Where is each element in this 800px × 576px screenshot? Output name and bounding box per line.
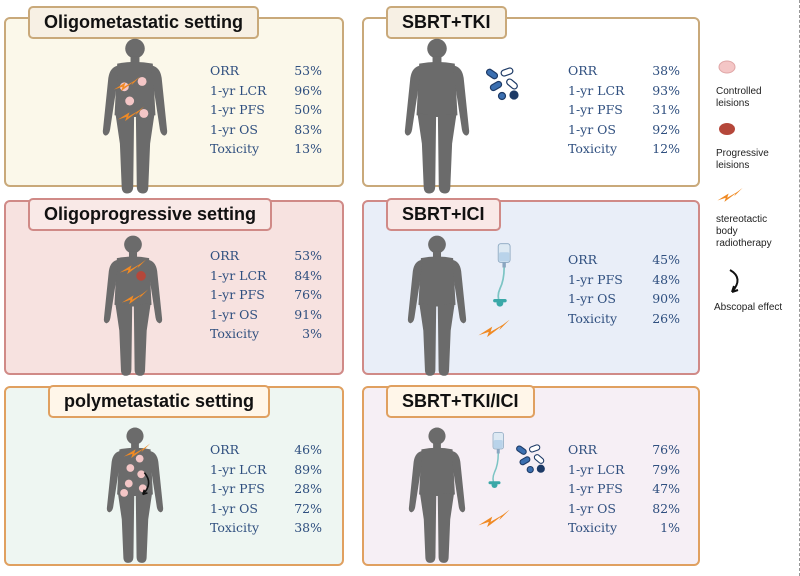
lightning-icon <box>112 75 142 97</box>
lesion-icon <box>120 489 128 497</box>
panel-polymetastatic: polymetastatic setting ORR 46% 1-yr LCR 89… <box>4 385 344 566</box>
lesion-icon <box>126 464 135 472</box>
stat-row: Toxicity 1% <box>568 520 680 535</box>
panel-title: SBRT+ICI <box>386 198 501 231</box>
pills-icon <box>514 444 550 474</box>
lesion-icon <box>125 96 135 106</box>
stat-row: 1-yr OS 92% <box>568 121 680 137</box>
stats-list: ORR 53% 1-yr LCR 96% 1-yr PFS 50% 1-yr OS 83… <box>210 63 322 161</box>
panel-oligometastatic: Oligometastatic setting ORR 53% 1-yr LCR 9… <box>4 6 344 187</box>
legend-progressive: Progressive leisions <box>716 148 769 171</box>
human-body-icon <box>392 37 482 197</box>
panel-oligoprogressive: Oligoprogressive setting ORR 53% 1-yr LCR… <box>4 198 344 375</box>
panel-sbrt-ici: SBRT+ICI ORR 45% 1-yr PFS 48% 1-yr OS 90% T… <box>362 198 700 375</box>
stat-row: Toxicity 3% <box>210 326 322 341</box>
stat-row: 1-yr OS 91% <box>210 306 322 322</box>
stats-list: ORR 45% 1-yr PFS 48% 1-yr OS 90% Toxicity 26… <box>568 252 680 330</box>
panel-title: SBRT+TKI/ICI <box>386 385 535 418</box>
human-body-icon <box>92 426 178 566</box>
stats-list: ORR 53% 1-yr LCR 84% 1-yr PFS 76% 1-yr OS 91… <box>210 248 322 346</box>
lightning-icon <box>120 288 150 310</box>
panel-title: polymetastatic setting <box>48 385 271 418</box>
stats-list: ORR 38% 1-yr LCR 93% 1-yr PFS 31% 1-yr OS 92… <box>568 63 680 161</box>
stat-row: ORR 53% <box>210 63 322 78</box>
stats-list: ORR 46% 1-yr LCR 89% 1-yr PFS 28% 1-yr OS 72… <box>210 442 322 540</box>
human-body-icon <box>394 426 480 566</box>
pills-icon <box>484 67 524 101</box>
stat-row: Toxicity 12% <box>568 141 680 156</box>
lesion-icon <box>137 77 147 86</box>
progressive-lesion-icon <box>719 123 735 135</box>
stat-row: ORR 76% <box>568 442 680 457</box>
lightning-icon <box>716 186 744 208</box>
controlled-lesion-icon <box>718 60 736 74</box>
lightning-icon <box>476 508 512 534</box>
lightning-icon <box>116 105 146 127</box>
legend-sbrt: stereotactic body radiotherapy <box>716 214 772 249</box>
panel-title: SBRT+TKI <box>386 6 507 39</box>
stat-row: 1-yr OS 90% <box>568 291 680 306</box>
stat-row: ORR 38% <box>568 63 680 78</box>
lesion-icon <box>137 470 146 479</box>
human-body-icon <box>394 234 480 379</box>
legend-abscopal: Abscopal effect <box>714 302 783 313</box>
curved-arrow-icon <box>142 472 150 495</box>
lightning-icon <box>122 442 152 464</box>
lesion-icon <box>135 454 144 463</box>
stat-row: 1-yr LCR 96% <box>210 82 322 98</box>
stat-row: 1-yr OS 72% <box>210 500 322 516</box>
lightning-icon <box>118 258 148 280</box>
legend-controlled: Controlled leisions <box>716 86 762 109</box>
panel-sbrt-tki: SBRT+TKI ORR 38% 1-yr LCR 93% 1-yr PFS 31% … <box>362 6 700 187</box>
stat-row: 1-yr OS 83% <box>210 121 322 137</box>
stat-row: 1-yr PFS 50% <box>210 102 322 117</box>
stat-row: Toxicity 13% <box>210 141 322 156</box>
iv-drip-icon <box>488 240 522 312</box>
stat-row: ORR 46% <box>210 442 322 457</box>
stat-row: ORR 45% <box>568 252 680 267</box>
stat-row: 1-yr PFS 48% <box>568 271 680 287</box>
stat-row: Toxicity 26% <box>568 310 680 326</box>
panel-title: Oligoprogressive setting <box>28 198 273 231</box>
stat-row: 1-yr PFS 31% <box>568 102 680 117</box>
curved-arrow-icon <box>729 269 739 293</box>
human-body-icon <box>90 234 176 379</box>
panel-sbrt-tki-ici: SBRT+TKI/ICI ORR 76% 1-yr LCR 79% 1-yr PFS… <box>362 385 700 566</box>
stat-row: 1-yr LCR 89% <box>210 461 322 477</box>
lesion-icon <box>124 479 133 488</box>
stat-row: 1-yr PFS 28% <box>210 481 322 496</box>
panel-title: Oligometastatic setting <box>28 6 260 39</box>
stats-list: ORR 76% 1-yr LCR 79% 1-yr PFS 47% 1-yr OS 82… <box>568 442 680 540</box>
stat-row: 1-yr PFS 47% <box>568 481 680 496</box>
stat-row: Toxicity 38% <box>210 520 322 535</box>
stat-row: 1-yr PFS 76% <box>210 287 322 302</box>
stat-row: ORR 53% <box>210 248 322 263</box>
lightning-icon <box>476 318 512 344</box>
lesion-icon <box>139 109 149 118</box>
stat-row: 1-yr LCR 84% <box>210 267 322 283</box>
stat-row: 1-yr LCR 93% <box>568 82 680 98</box>
lesion-icon <box>136 271 146 281</box>
stat-row: 1-yr OS 82% <box>568 500 680 516</box>
iv-drip-icon <box>484 428 514 494</box>
stat-row: 1-yr LCR 79% <box>568 461 680 477</box>
